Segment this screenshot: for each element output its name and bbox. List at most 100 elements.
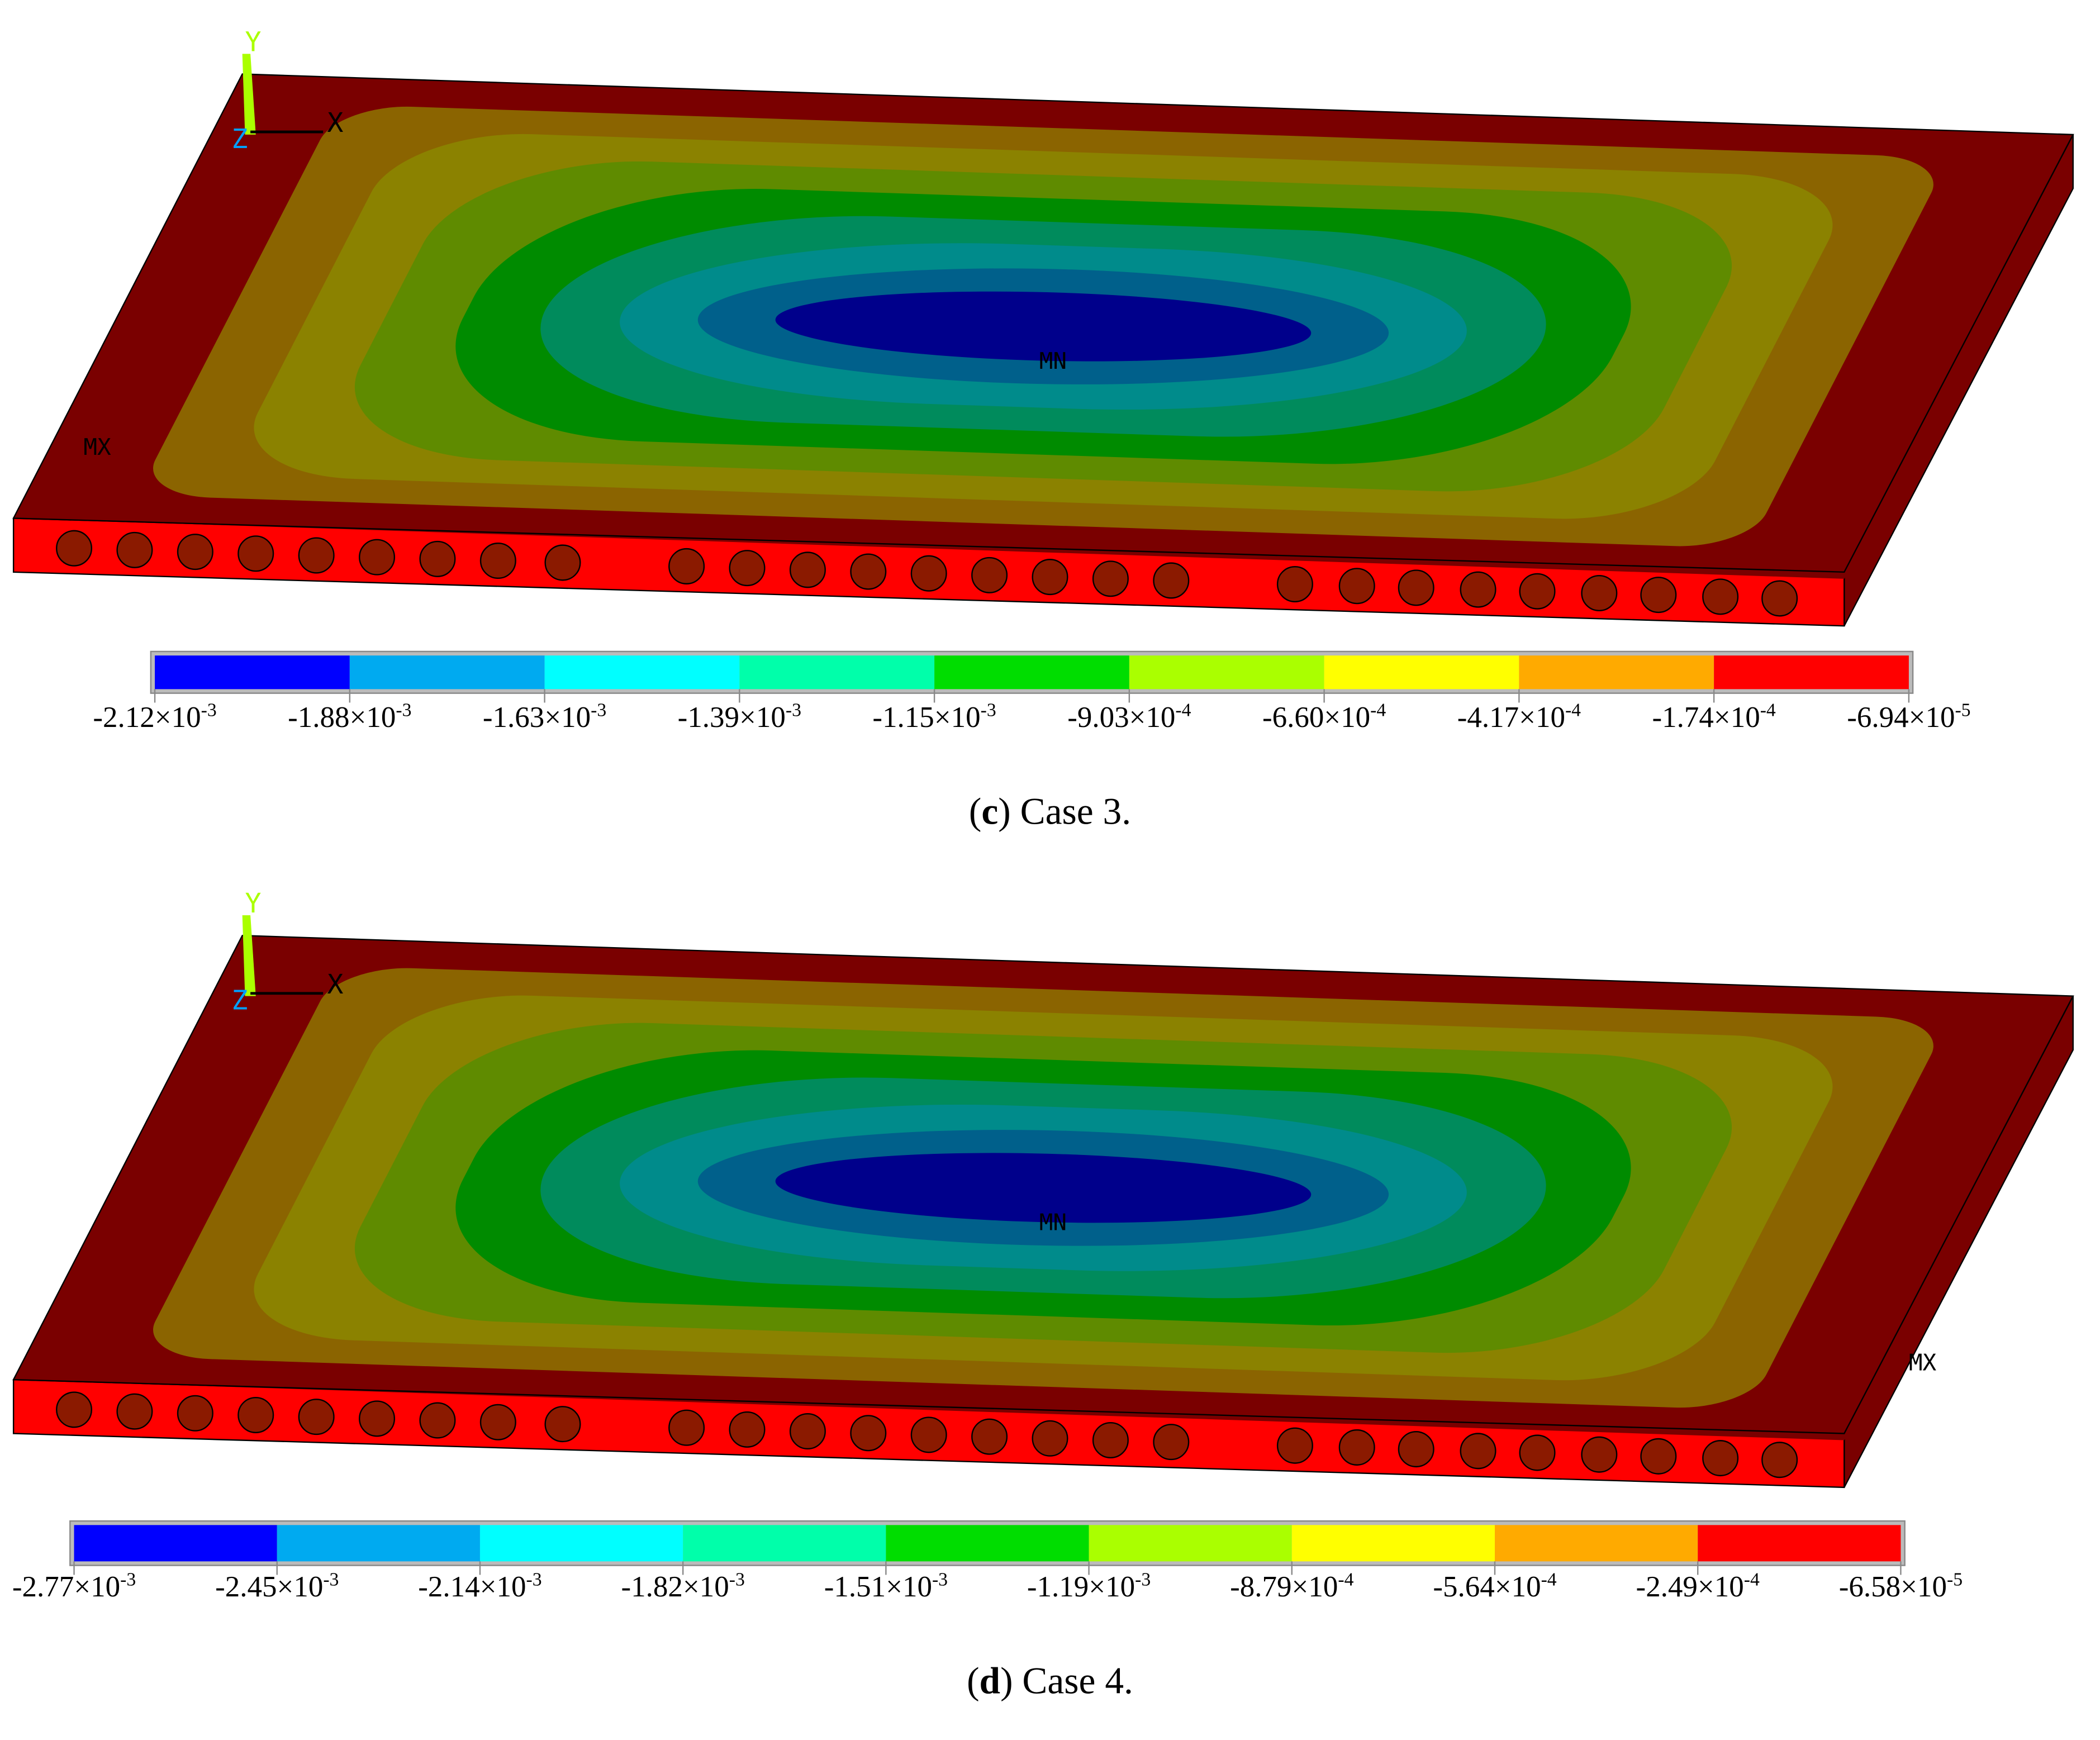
axis-z-label: Z (231, 123, 248, 155)
hole (1276, 1427, 1313, 1464)
hole (177, 534, 213, 571)
hole (1398, 569, 1434, 606)
hole (1581, 574, 1618, 612)
plate-outline (12, 934, 2074, 1434)
label-base: -9.03×10 (1067, 701, 1175, 734)
label-exponent: -3 (201, 700, 217, 721)
hole (910, 1416, 947, 1453)
label-exponent: -3 (323, 1570, 339, 1590)
axis-y (242, 915, 256, 996)
label-exponent: -4 (1565, 700, 1581, 721)
label-exponent: -3 (786, 700, 801, 721)
label-exponent: -5 (1947, 1570, 1963, 1590)
hole (1153, 1424, 1190, 1461)
colorbar-segment (74, 1525, 277, 1562)
max-marker: MX (83, 434, 111, 460)
label-base: -8.79×10 (1230, 1571, 1338, 1603)
hole (1702, 1440, 1739, 1477)
label-exponent: -4 (1175, 700, 1191, 721)
label-exponent: -4 (1370, 700, 1386, 721)
hole (177, 1395, 213, 1432)
colorbar-segment (1291, 1525, 1495, 1562)
label-base: -2.45×10 (215, 1571, 323, 1603)
colorbar-label: -2.49×10-4 (1636, 1570, 1760, 1603)
min-marker: MN (1039, 1209, 1067, 1236)
plate-top (13, 74, 2073, 579)
hole (237, 1396, 274, 1433)
colorbar-segment (155, 655, 350, 690)
colorbar-label: -2.45×10-3 (215, 1570, 339, 1603)
colorbar-label: -1.19×10-3 (1027, 1570, 1151, 1603)
hole (116, 1393, 153, 1430)
panel: Y X Z MN (12, 888, 2074, 1489)
caption-letter: c (981, 790, 998, 832)
label-exponent: -4 (1338, 1570, 1353, 1590)
hole (479, 543, 516, 579)
colorbar-label: -1.39×10-3 (678, 700, 801, 734)
caption-open: ( (969, 790, 981, 832)
hole (479, 1404, 516, 1441)
min-marker: MN (1039, 348, 1067, 374)
hole (1519, 573, 1556, 610)
colorbar-label: -1.51×10-3 (824, 1570, 948, 1603)
label-base: -1.74×10 (1652, 701, 1760, 734)
label-exponent: -3 (526, 1570, 542, 1590)
label-base: -2.49×10 (1636, 1571, 1744, 1603)
caption-text: ) Case 4. (1000, 1660, 1133, 1701)
colorbar-segment (1129, 655, 1324, 690)
caption-letter: d (980, 1660, 1001, 1701)
hole (729, 550, 766, 587)
hole (971, 1418, 1008, 1455)
max-marker: MX (1909, 1349, 1937, 1376)
label-base: -4.17×10 (1457, 701, 1565, 734)
contour (775, 1153, 1312, 1223)
colorbar-segment (739, 655, 935, 690)
colorbar-label: -9.03×10-4 (1067, 700, 1191, 734)
hole (1092, 1422, 1129, 1458)
plate-top (13, 935, 2073, 1441)
label-exponent: -3 (1135, 1570, 1151, 1590)
hole (1092, 560, 1129, 597)
colorbar-segment (886, 1525, 1089, 1562)
label-exponent: -3 (729, 1570, 745, 1590)
colorbar-label: -6.94×10-5 (1847, 700, 1970, 734)
label-base: -6.58×10 (1839, 1571, 1947, 1603)
colorbar-segment (349, 655, 545, 690)
hole (419, 540, 456, 577)
colorbar-segment (277, 1525, 480, 1562)
colorbar-label: -5.64×10-4 (1433, 1570, 1556, 1603)
hole (1581, 1436, 1618, 1473)
caption: (c) Case 3. (969, 790, 1131, 832)
colorbar-segment (1324, 655, 1519, 690)
hole (116, 531, 153, 568)
hole (1640, 577, 1677, 614)
colorbar-label: -2.12×10-3 (93, 700, 216, 734)
hole (1398, 1431, 1434, 1468)
label-exponent: -4 (1744, 1570, 1760, 1590)
axis-y-label: Y (245, 27, 261, 58)
hole (789, 1413, 826, 1450)
label-base: -1.82×10 (621, 1571, 729, 1603)
colorbar-segment (544, 655, 740, 690)
hole (729, 1411, 766, 1448)
panel: Y X Z MN (12, 27, 2074, 627)
colorbar-segment (683, 1525, 886, 1562)
contour (775, 291, 1312, 362)
hole (850, 553, 887, 590)
hole (1338, 568, 1375, 605)
label-base: -2.12×10 (93, 701, 201, 734)
label-base: -1.39×10 (678, 701, 786, 734)
colorbar-label: -8.79×10-4 (1230, 1570, 1353, 1603)
colorbar-segment (479, 1525, 683, 1562)
hole (298, 1399, 335, 1435)
colorbar-label: -6.58×10-5 (1839, 1570, 1963, 1603)
axis-z-label: Z (231, 985, 248, 1016)
hole (1153, 562, 1190, 599)
hole (1761, 580, 1798, 617)
hole (56, 530, 93, 567)
label-base: -1.51×10 (824, 1571, 932, 1603)
colorbar-segment (1714, 655, 1909, 690)
label-base: -1.19×10 (1027, 1571, 1135, 1603)
hole (668, 548, 705, 584)
caption: (d) Case 4. (967, 1660, 1133, 1701)
